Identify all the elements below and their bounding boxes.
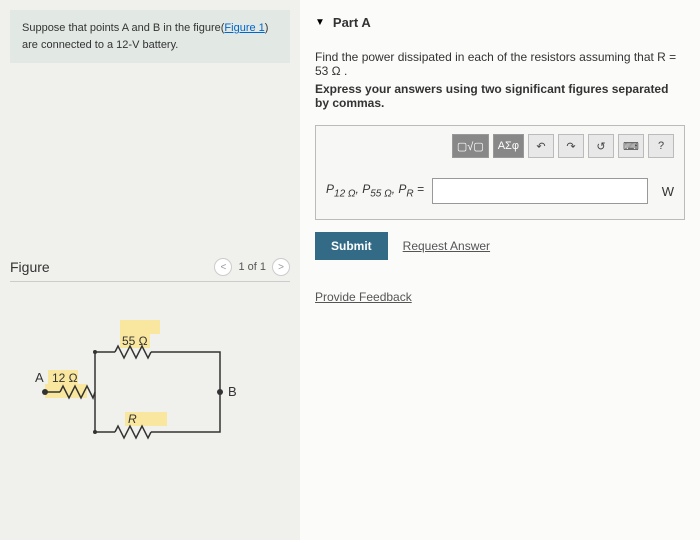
redo-button[interactable]: ↷	[558, 134, 584, 158]
answer-unit: W	[656, 184, 674, 199]
figure-link[interactable]: Figure 1	[224, 22, 264, 34]
help-button[interactable]: ?	[648, 134, 674, 158]
keyboard-button[interactable]: ⌨	[618, 134, 644, 158]
figure-header: Figure < 1 of 1 >	[10, 253, 290, 282]
answer-box: ▢√▢ ΑΣφ ↶ ↷ ↺ ⌨ ? P12 Ω, P55 Ω, PR = W	[315, 125, 685, 220]
greek-button[interactable]: ΑΣφ	[493, 134, 524, 158]
node-b-label: B	[228, 384, 237, 399]
request-answer-link[interactable]: Request Answer	[403, 239, 490, 253]
figure-title: Figure	[10, 259, 50, 275]
submit-button[interactable]: Submit	[315, 232, 388, 260]
prompt-prefix: Suppose that points A and B in the figur…	[22, 22, 224, 34]
answer-input[interactable]	[432, 178, 648, 204]
templates-button[interactable]: ▢√▢	[452, 134, 489, 158]
question-text: Find the power dissipated in each of the…	[315, 40, 685, 82]
provide-feedback-link[interactable]: Provide Feedback	[315, 290, 412, 304]
answer-row: P12 Ω, P55 Ω, PR = W	[316, 166, 684, 219]
submit-row: Submit Request Answer	[315, 232, 685, 260]
answer-label: P12 Ω, P55 Ω, PR =	[326, 182, 424, 199]
node-a-label: A	[35, 370, 44, 385]
figure-section: Figure < 1 of 1 >	[10, 253, 290, 462]
next-figure-button[interactable]: >	[272, 258, 290, 276]
prompt-box: Suppose that points A and B in the figur…	[10, 10, 290, 63]
figure-counter: 1 of 1	[238, 261, 266, 273]
figure-nav: < 1 of 1 >	[214, 258, 290, 276]
instruction-text: Express your answers using two significa…	[315, 82, 685, 120]
collapse-icon: ▼	[315, 17, 325, 28]
r1-label: 12 Ω	[52, 371, 78, 385]
part-header[interactable]: ▼ Part A	[315, 10, 685, 40]
r2-label: 55 Ω	[122, 334, 148, 348]
undo-button[interactable]: ↶	[528, 134, 554, 158]
right-panel: ▼ Part A Find the power dissipated in ea…	[300, 0, 700, 540]
left-panel: Suppose that points A and B in the figur…	[0, 0, 300, 540]
part-title: Part A	[333, 15, 371, 30]
reset-button[interactable]: ↺	[588, 134, 614, 158]
formatting-toolbar: ▢√▢ ΑΣφ ↶ ↷ ↺ ⌨ ?	[316, 126, 684, 166]
r3-label: R	[128, 412, 137, 426]
prev-figure-button[interactable]: <	[214, 258, 232, 276]
circuit-diagram: A B 12 Ω 55 Ω R	[10, 302, 290, 462]
